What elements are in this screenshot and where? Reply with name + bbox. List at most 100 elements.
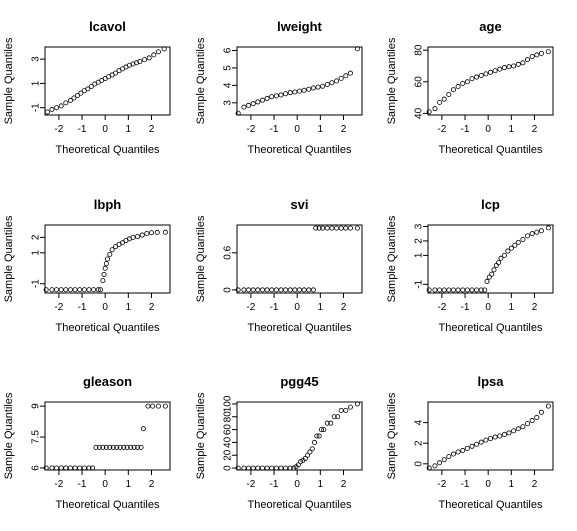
data-point [525, 57, 531, 63]
data-point [105, 256, 111, 262]
data-point [246, 465, 252, 471]
panel-title: lweight [277, 19, 322, 34]
data-point [320, 83, 326, 89]
plot-frame [236, 224, 363, 294]
x-tick-label: 1 [126, 302, 132, 313]
data-point [91, 287, 97, 293]
data-point [492, 434, 498, 440]
x-tick-label: 2 [149, 124, 155, 135]
y-tick-label: 20 [223, 449, 234, 461]
x-tick-label: -1 [78, 302, 87, 313]
data-point [287, 287, 293, 293]
data-point [497, 433, 503, 439]
data-point [113, 244, 119, 250]
panel-title: svi [290, 197, 308, 212]
data-point [131, 444, 137, 450]
data-point [450, 287, 456, 293]
x-tick-label: 1 [509, 124, 515, 135]
x-tick-label: -2 [246, 479, 255, 490]
x-tick-label: 2 [341, 302, 347, 313]
data-point [81, 465, 87, 471]
x-tick-label: -2 [54, 124, 63, 135]
data-point [154, 229, 160, 235]
x-axis-label: Theoretical Quantiles [439, 144, 543, 156]
data-point [130, 234, 136, 240]
data-point [511, 428, 517, 434]
plot-frame [44, 46, 171, 116]
data-point [95, 287, 101, 293]
panel-title: lcp [481, 197, 500, 212]
data-point [241, 465, 247, 471]
data-point [324, 420, 330, 426]
x-axis-label: Theoretical Quantiles [439, 322, 543, 334]
data-point [343, 407, 349, 413]
x-tick-label: 2 [149, 479, 155, 490]
y-axis-label: Sample Quantiles [386, 392, 398, 479]
data-point [464, 287, 470, 293]
x-tick-label: 0 [294, 302, 300, 313]
data-point [432, 106, 438, 112]
data-point [151, 52, 157, 58]
data-point [146, 55, 152, 61]
y-tick-label: 4 [414, 419, 425, 425]
x-tick-label: 2 [532, 124, 538, 135]
data-point [144, 230, 150, 236]
x-tick-label: -2 [437, 479, 446, 490]
data-point [426, 287, 432, 293]
data-point [72, 287, 78, 293]
y-tick-label: 1 [414, 252, 425, 258]
data-point [86, 287, 92, 293]
data-point [259, 97, 265, 103]
x-tick-label: 0 [485, 302, 491, 313]
data-point [107, 444, 113, 450]
data-point [161, 46, 167, 52]
y-axis-label: Sample Quantiles [386, 215, 398, 302]
y-tick-label: 3 [223, 100, 234, 106]
data-point [250, 287, 256, 293]
data-point [484, 278, 490, 284]
qq-panel-pgg45: pgg45 Theoretical Quantiles Sample Quantil… [195, 374, 363, 511]
data-point [460, 447, 466, 453]
data-point [347, 70, 353, 76]
data-point [120, 240, 126, 246]
data-point [110, 444, 116, 450]
y-tick-label: 40 [414, 107, 425, 119]
data-point [538, 409, 544, 415]
y-tick-label: 1 [31, 80, 42, 86]
y-tick-label: 1 [31, 250, 42, 256]
data-point [145, 403, 151, 409]
data-point [312, 439, 318, 445]
x-tick-label: -1 [78, 479, 87, 490]
data-point [138, 444, 144, 450]
y-tick-label: 0 [414, 461, 425, 467]
data-point [107, 251, 113, 257]
data-point [287, 465, 293, 471]
data-point [283, 91, 289, 97]
data-point [101, 271, 107, 277]
data-point [464, 79, 470, 85]
x-axis-label: Theoretical Quantiles [248, 322, 352, 334]
y-tick-label: 2 [414, 440, 425, 446]
data-point [538, 50, 544, 56]
data-point [81, 287, 87, 293]
data-point [307, 449, 313, 455]
data-point [343, 73, 349, 79]
qq-panel-lcavol: lcavol Theoretical Quantiles Sample Quanti… [3, 19, 171, 156]
data-point [58, 465, 64, 471]
data-point [117, 444, 123, 450]
qq-panel-lbph: lbph Theoretical Quantiles Sample Quantile… [3, 197, 171, 334]
data-point [469, 443, 475, 449]
data-point [455, 287, 461, 293]
y-tick-label: 5 [223, 65, 234, 71]
data-point [103, 444, 109, 450]
data-point [67, 97, 73, 103]
data-point [246, 287, 252, 293]
data-point [324, 225, 330, 231]
data-point [63, 465, 69, 471]
data-point [148, 230, 154, 236]
data-point [464, 445, 470, 451]
plot-frame [427, 224, 554, 294]
panel-title: lpsa [477, 374, 504, 389]
data-point [43, 465, 49, 471]
